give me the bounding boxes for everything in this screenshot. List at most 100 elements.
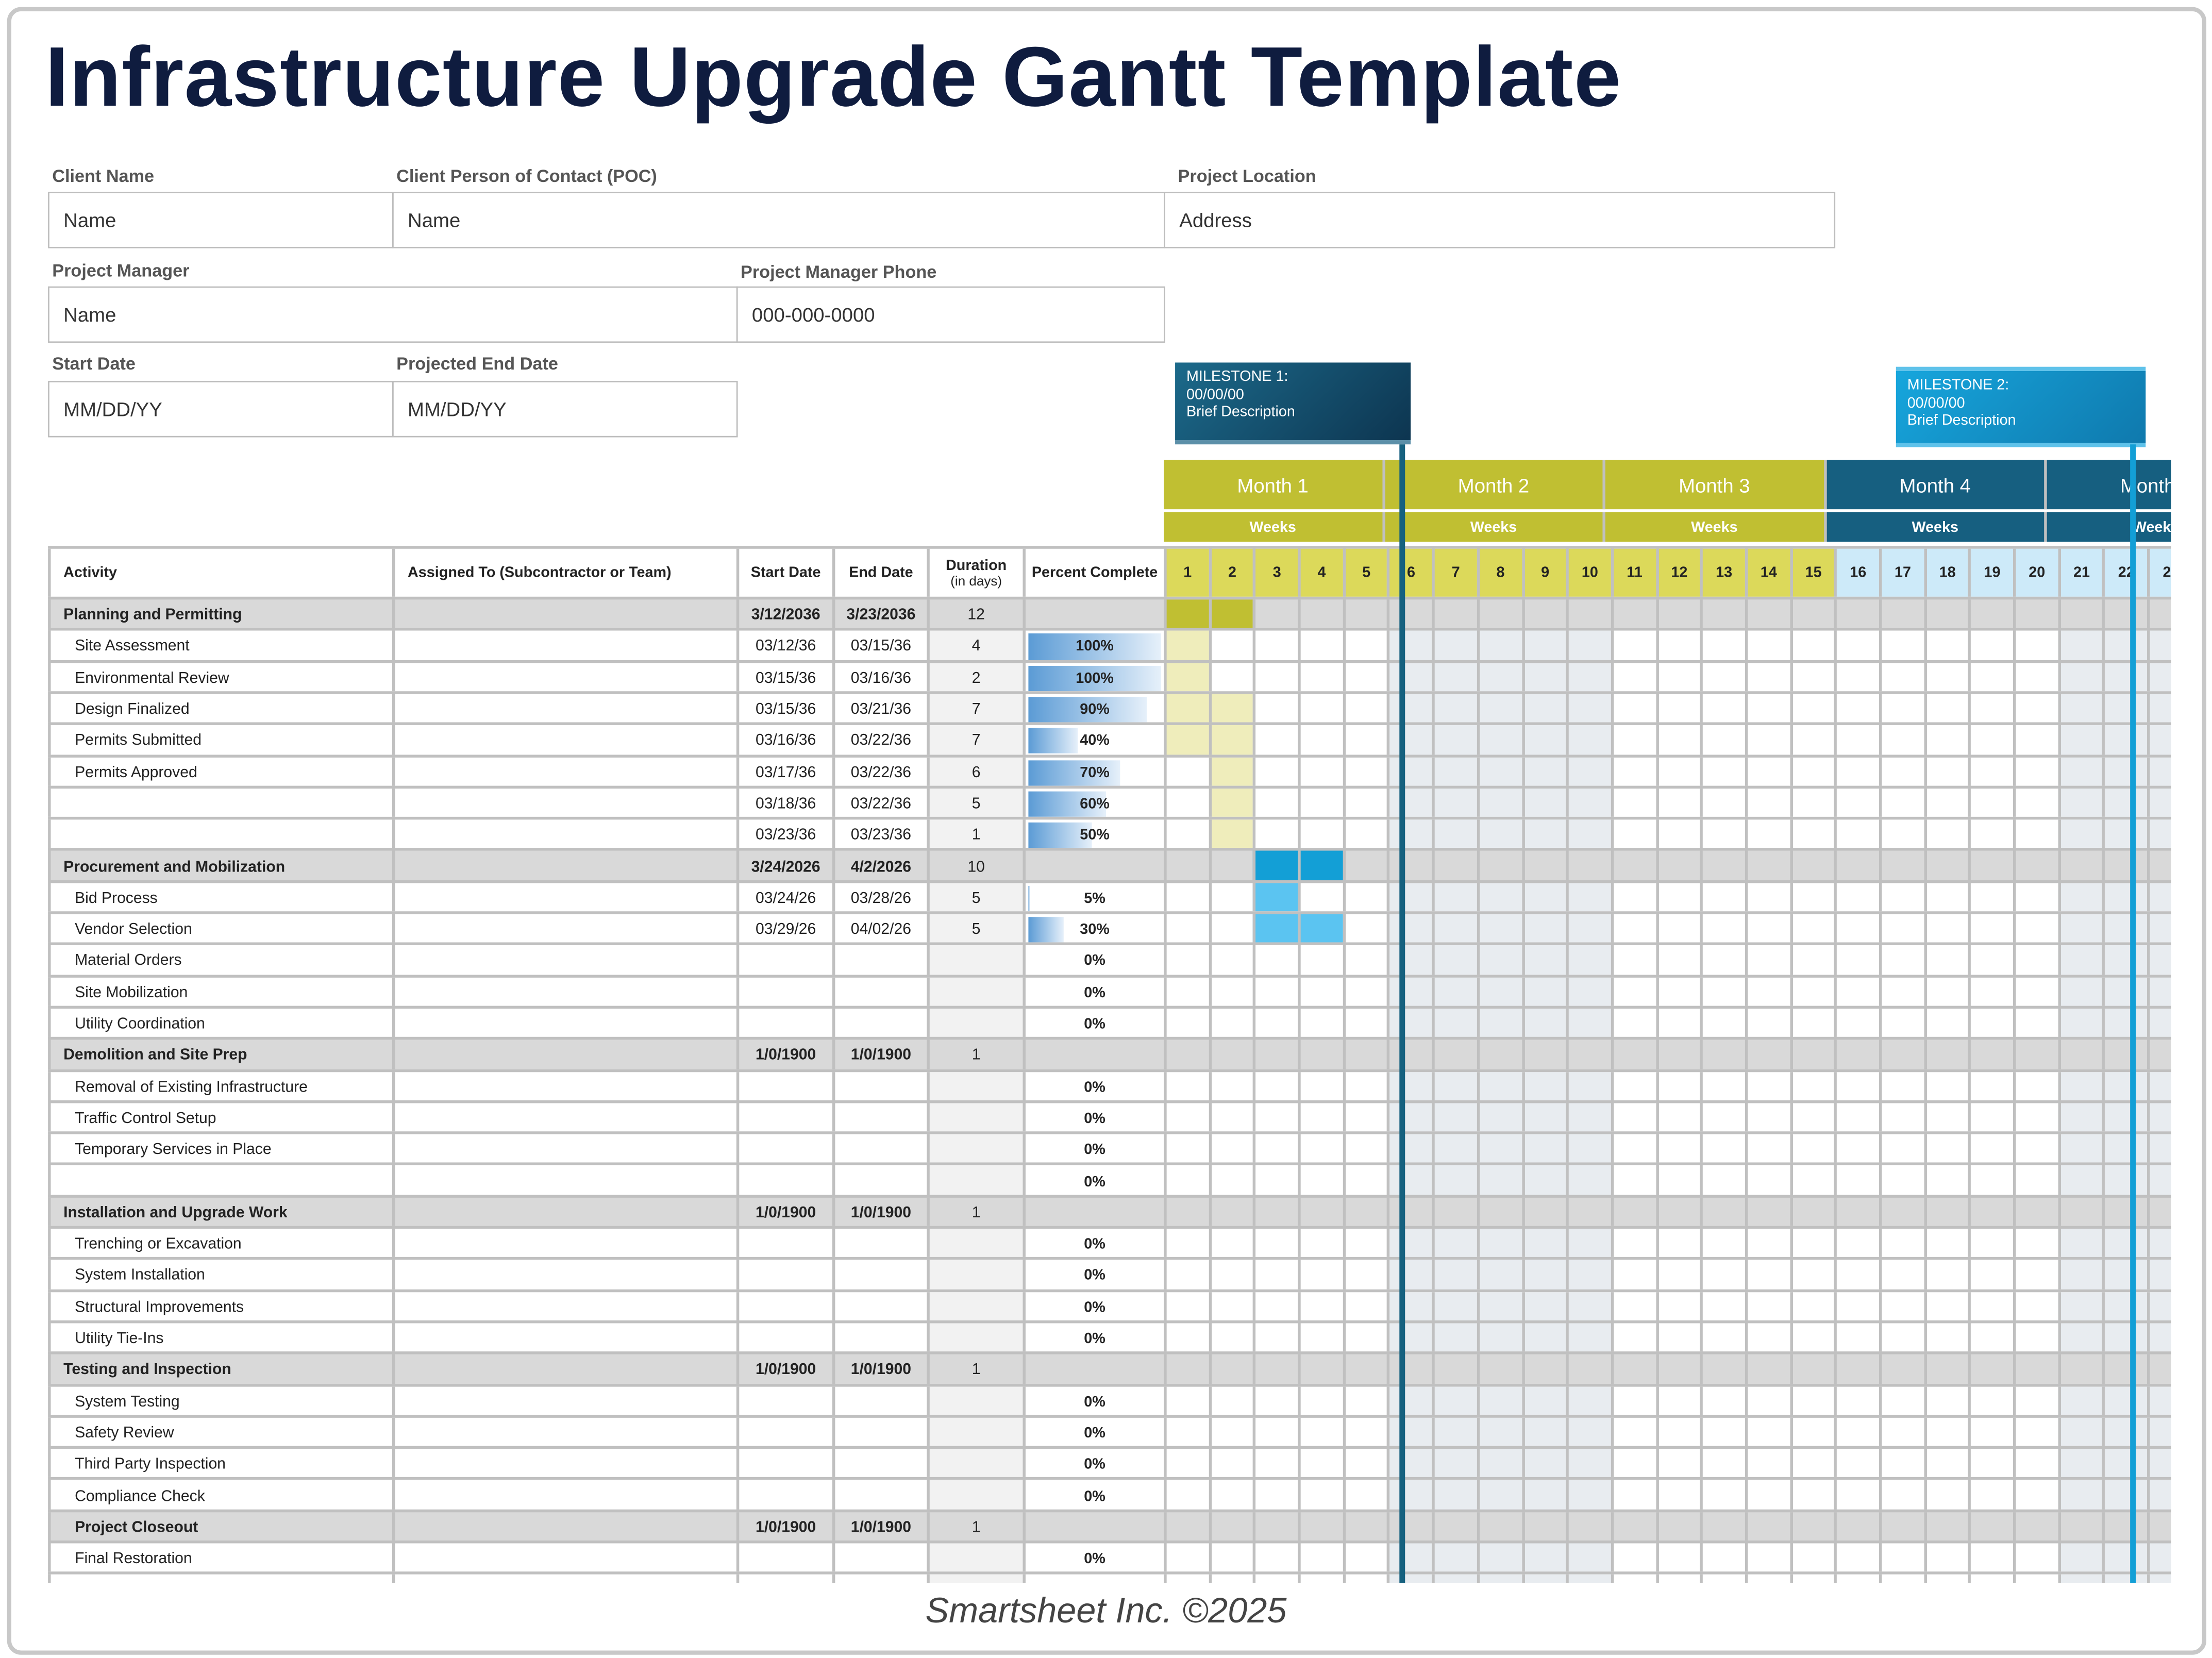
activity-cell[interactable]: Demolition and Site Prep	[48, 1040, 392, 1071]
section-row[interactable]: Planning and Permitting 3/12/2036 3/23/203…	[48, 596, 2171, 631]
activity-cell[interactable]: System Installation	[48, 1260, 392, 1292]
activity-cell[interactable]: Traffic Control Setup	[48, 1102, 392, 1134]
assigned-cell[interactable]	[392, 1543, 736, 1575]
activity-cell[interactable]: Site Mobilization	[48, 977, 392, 1009]
assigned-cell[interactable]	[392, 1323, 736, 1355]
activity-cell[interactable]: Bid Process	[48, 882, 392, 914]
client-poc-field[interactable]: Name	[392, 192, 1165, 248]
assigned-cell[interactable]	[392, 757, 736, 789]
assigned-cell[interactable]	[392, 1354, 736, 1386]
assigned-cell[interactable]	[392, 1575, 736, 1583]
activity-cell[interactable]: Safety Review	[48, 1417, 392, 1449]
pm-phone-field[interactable]: 000-000-0000	[736, 286, 1165, 343]
assigned-cell[interactable]	[392, 819, 736, 851]
assigned-cell[interactable]	[392, 1134, 736, 1166]
assigned-cell[interactable]	[392, 662, 736, 694]
assigned-cell[interactable]	[392, 1480, 736, 1512]
task-row[interactable]: Final Restoration 0%	[48, 1540, 2171, 1575]
assigned-cell[interactable]	[392, 1165, 736, 1198]
activity-cell[interactable]	[48, 1575, 392, 1583]
activity-cell[interactable]: Site Assessment	[48, 631, 392, 663]
activity-cell[interactable]: Testing and Inspection	[48, 1354, 392, 1386]
activity-cell[interactable]	[48, 819, 392, 851]
task-row[interactable]: Trenching or Excavation 0%	[48, 1226, 2171, 1261]
activity-cell[interactable]: Procurement and Mobilization	[48, 851, 392, 883]
task-row[interactable]: 03/23/36 03/23/36 1 50%	[48, 817, 2171, 851]
activity-cell[interactable]	[48, 1165, 392, 1198]
assigned-cell[interactable]	[392, 1102, 736, 1134]
task-row[interactable]: Permits Submitted 03/16/36 03/22/36 7 40%	[48, 722, 2171, 757]
activity-cell[interactable]: Project Closeout	[48, 1512, 392, 1544]
assigned-cell[interactable]	[392, 1449, 736, 1481]
task-row[interactable]: Site Mobilization 0%	[48, 974, 2171, 1009]
section-row[interactable]: Procurement and Mobilization 3/24/2026 4/2…	[48, 848, 2171, 883]
task-row[interactable]: 0%	[48, 1572, 2171, 1583]
activity-cell[interactable]: Installation and Upgrade Work	[48, 1197, 392, 1229]
assigned-cell[interactable]	[392, 882, 736, 914]
section-row[interactable]: Testing and Inspection 1/0/1900 1/0/1900 1	[48, 1351, 2171, 1386]
activity-cell[interactable]: System Testing	[48, 1386, 392, 1418]
assigned-cell[interactable]	[392, 914, 736, 946]
project-manager-field[interactable]: Name	[48, 286, 738, 343]
task-row[interactable]: System Installation 0%	[48, 1257, 2171, 1292]
assigned-cell[interactable]	[392, 1197, 736, 1229]
assigned-cell[interactable]	[392, 1292, 736, 1324]
assigned-cell[interactable]	[392, 1260, 736, 1292]
task-row[interactable]: Design Finalized 03/15/36 03/21/36 7 90%	[48, 691, 2171, 726]
activity-cell[interactable]: Compliance Check	[48, 1480, 392, 1512]
assigned-cell[interactable]	[392, 694, 736, 726]
assigned-cell[interactable]	[392, 977, 736, 1009]
task-row[interactable]: System Testing 0%	[48, 1383, 2171, 1418]
activity-cell[interactable]: Third Party Inspection	[48, 1449, 392, 1481]
activity-cell[interactable]: Temporary Services in Place	[48, 1134, 392, 1166]
assigned-cell[interactable]	[392, 1040, 736, 1071]
activity-cell[interactable]: Trenching or Excavation	[48, 1229, 392, 1261]
activity-cell[interactable]: Design Finalized	[48, 694, 392, 726]
activity-cell[interactable]: Utility Tie-Ins	[48, 1323, 392, 1355]
assigned-cell[interactable]	[392, 1229, 736, 1261]
task-row[interactable]: 0%	[48, 1163, 2171, 1198]
activity-cell[interactable]: Material Orders	[48, 945, 392, 977]
project-location-field[interactable]: Address	[1164, 192, 1836, 248]
activity-cell[interactable]: Structural Improvements	[48, 1292, 392, 1324]
task-row[interactable]: Site Assessment 03/12/36 03/15/36 4 100%	[48, 628, 2171, 663]
assigned-cell[interactable]	[392, 851, 736, 883]
section-row[interactable]: Project Closeout 1/0/1900 1/0/1900 1	[48, 1509, 2171, 1544]
task-row[interactable]: Structural Improvements 0%	[48, 1288, 2171, 1324]
activity-cell[interactable]	[48, 788, 392, 820]
activity-cell[interactable]: Removal of Existing Infrastructure	[48, 1071, 392, 1103]
task-row[interactable]: Compliance Check 0%	[48, 1477, 2171, 1512]
activity-cell[interactable]: Environmental Review	[48, 662, 392, 694]
task-row[interactable]: 03/18/36 03/22/36 5 60%	[48, 785, 2171, 820]
task-row[interactable]: Permits Approved 03/17/36 03/22/36 6 70%	[48, 754, 2171, 789]
assigned-cell[interactable]	[392, 945, 736, 977]
task-row[interactable]: Third Party Inspection 0%	[48, 1446, 2171, 1481]
assigned-cell[interactable]	[392, 1386, 736, 1418]
assigned-cell[interactable]	[392, 1512, 736, 1544]
assigned-cell[interactable]	[392, 631, 736, 663]
task-row[interactable]: Environmental Review 03/15/36 03/16/36 2 100…	[48, 659, 2171, 694]
task-row[interactable]: Traffic Control Setup 0%	[48, 1100, 2171, 1134]
activity-cell[interactable]: Vendor Selection	[48, 914, 392, 946]
assigned-cell[interactable]	[392, 599, 736, 631]
section-row[interactable]: Installation and Upgrade Work 1/0/1900 1/0…	[48, 1194, 2171, 1229]
activity-cell[interactable]: Final Restoration	[48, 1543, 392, 1575]
start-date-field[interactable]: MM/DD/YY	[48, 381, 394, 438]
assigned-cell[interactable]	[392, 1071, 736, 1103]
task-row[interactable]: Vendor Selection 03/29/26 04/02/26 5 30%	[48, 911, 2171, 946]
activity-cell[interactable]: Permits Submitted	[48, 725, 392, 757]
client-name-field[interactable]: Name	[48, 192, 394, 248]
task-row[interactable]: Material Orders 0%	[48, 943, 2171, 977]
task-row[interactable]: Removal of Existing Infrastructure 0%	[48, 1068, 2171, 1103]
activity-cell[interactable]: Planning and Permitting	[48, 599, 392, 631]
assigned-cell[interactable]	[392, 788, 736, 820]
assigned-cell[interactable]	[392, 725, 736, 757]
activity-cell[interactable]: Utility Coordination	[48, 1008, 392, 1040]
assigned-cell[interactable]	[392, 1417, 736, 1449]
section-row[interactable]: Demolition and Site Prep 1/0/1900 1/0/1900…	[48, 1037, 2171, 1071]
activity-cell[interactable]: Permits Approved	[48, 757, 392, 789]
task-row[interactable]: Utility Coordination 0%	[48, 1006, 2171, 1040]
task-row[interactable]: Utility Tie-Ins 0%	[48, 1320, 2171, 1355]
task-row[interactable]: Temporary Services in Place 0%	[48, 1131, 2171, 1166]
assigned-cell[interactable]	[392, 1008, 736, 1040]
